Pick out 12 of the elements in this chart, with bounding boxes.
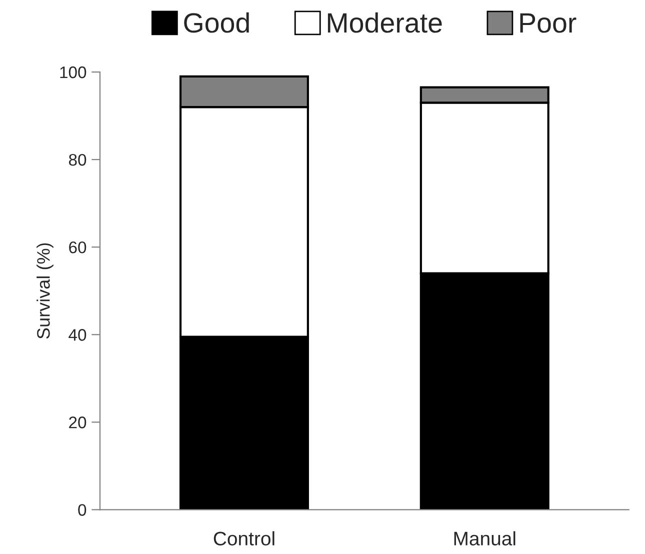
- y-tick-label: 40: [68, 329, 86, 341]
- legend-label: Moderate: [328, 12, 442, 33]
- x-tick-label: Control: [214, 531, 274, 546]
- y-tick-label: 60: [69, 241, 86, 254]
- x-tick-label: Manual: [454, 531, 516, 546]
- y-tick-label: 100: [60, 66, 86, 78]
- y-tick-label: 80: [68, 154, 86, 166]
- y-axis-title: Survival (%): [36, 243, 54, 339]
- legend-label: Good: [184, 12, 249, 33]
- legend-label: Poor: [520, 13, 576, 33]
- y-tick-label: 20: [69, 416, 86, 428]
- y-tick-label: 0: [78, 504, 86, 516]
